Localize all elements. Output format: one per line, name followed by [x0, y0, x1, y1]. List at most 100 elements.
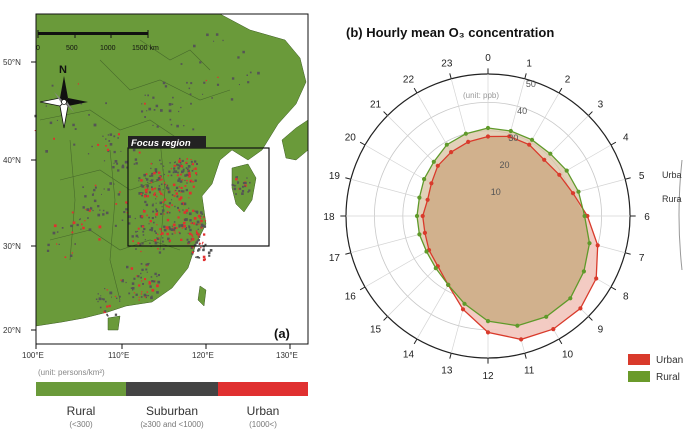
population-pixel — [179, 180, 183, 183]
population-pixel — [200, 246, 202, 249]
population-pixel — [195, 223, 198, 226]
colorbar-urban — [218, 382, 308, 396]
population-pixel — [165, 205, 168, 208]
population-pixel — [193, 217, 197, 220]
population-pixel — [168, 205, 171, 208]
population-pixel — [64, 256, 67, 258]
population-pixel — [138, 284, 141, 287]
population-pixel — [168, 211, 171, 214]
population-pixel — [190, 159, 192, 161]
population-pixel — [198, 235, 201, 238]
population-pixel — [158, 185, 161, 187]
population-pixel — [160, 233, 162, 236]
population-pixel — [103, 188, 105, 190]
population-pixel — [191, 222, 193, 224]
population-pixel — [186, 81, 188, 84]
category-suburban-label: Suburban — [145, 404, 199, 418]
population-pixel — [205, 79, 207, 82]
colorbar-suburban — [126, 382, 218, 396]
population-pixel — [126, 211, 128, 214]
population-pixel — [203, 225, 207, 228]
population-pixel — [91, 193, 94, 196]
population-pixel — [197, 248, 201, 251]
population-pixel — [148, 281, 151, 283]
population-pixel — [56, 119, 58, 121]
hour-label: 5 — [639, 171, 645, 182]
population-pixel — [109, 143, 113, 146]
hour-label: 18 — [323, 212, 335, 223]
population-pixel — [200, 215, 202, 217]
hour-label: 23 — [441, 58, 453, 69]
population-pixel — [158, 190, 161, 193]
population-pixel — [150, 181, 153, 184]
population-pixel — [45, 150, 48, 153]
population-pixel — [176, 124, 179, 128]
population-pixel — [155, 208, 158, 211]
population-pixel — [235, 193, 237, 195]
population-pixel — [168, 103, 172, 106]
population-pixel — [153, 280, 156, 283]
urban-data-point — [519, 337, 524, 342]
population-pixel — [186, 238, 189, 241]
rural-data-point — [485, 319, 491, 324]
population-pixel — [121, 165, 125, 169]
polar-tick — [558, 87, 563, 94]
population-pixel — [170, 123, 173, 126]
polar-tick — [383, 111, 388, 116]
lat-label-40: 40°N — [3, 156, 21, 165]
population-pixel — [52, 231, 56, 235]
population-pixel — [164, 183, 166, 186]
population-pixel — [178, 224, 181, 227]
hour-label: 15 — [370, 324, 382, 335]
population-pixel — [196, 163, 198, 165]
population-pixel — [125, 208, 128, 211]
population-pixel — [140, 263, 143, 265]
scale-label-1500: 1500 km — [132, 45, 159, 52]
overlap-area-fill — [422, 136, 590, 326]
rural-data-point — [414, 213, 420, 219]
population-pixel — [174, 205, 176, 208]
population-pixel — [169, 118, 172, 121]
population-pixel — [175, 186, 179, 189]
focus-region-label: Focus region — [131, 138, 191, 149]
population-pixel — [246, 74, 248, 76]
population-pixel — [134, 158, 138, 161]
population-pixel — [215, 33, 219, 36]
population-pixel — [231, 183, 234, 186]
population-pixel — [163, 173, 165, 176]
polar-tick — [345, 177, 351, 180]
population-pixel — [155, 210, 157, 212]
population-pixel — [113, 150, 116, 154]
population-pixel — [144, 188, 147, 191]
population-pixel — [170, 174, 173, 177]
population-pixel — [122, 165, 124, 167]
population-pixel — [142, 283, 144, 285]
polar-tick — [413, 87, 418, 94]
population-pixel — [152, 96, 155, 99]
population-pixel — [149, 285, 152, 288]
population-pixel — [186, 179, 188, 182]
next-panel-fragment: Urba — [662, 170, 682, 180]
population-pixel — [156, 237, 158, 239]
population-pixel — [119, 191, 121, 193]
population-pixel — [160, 192, 163, 195]
rural-data-point — [485, 125, 491, 131]
population-pixel — [97, 293, 99, 295]
population-pixel — [194, 210, 196, 212]
population-pixel — [106, 313, 108, 316]
population-pixel — [147, 295, 150, 297]
population-pixel — [112, 166, 115, 169]
urban-data-point — [420, 213, 425, 219]
population-pixel — [56, 243, 58, 245]
polar-tick — [449, 353, 452, 359]
population-pixel — [141, 185, 144, 188]
population-pixel — [152, 203, 154, 205]
population-pixel — [184, 174, 186, 176]
population-pixel — [147, 181, 149, 183]
urban-data-point — [485, 330, 491, 335]
population-pixel — [137, 227, 140, 230]
population-pixel — [152, 210, 155, 213]
population-pixel — [195, 172, 198, 175]
population-pixel — [74, 128, 77, 130]
population-pixel — [93, 123, 97, 127]
